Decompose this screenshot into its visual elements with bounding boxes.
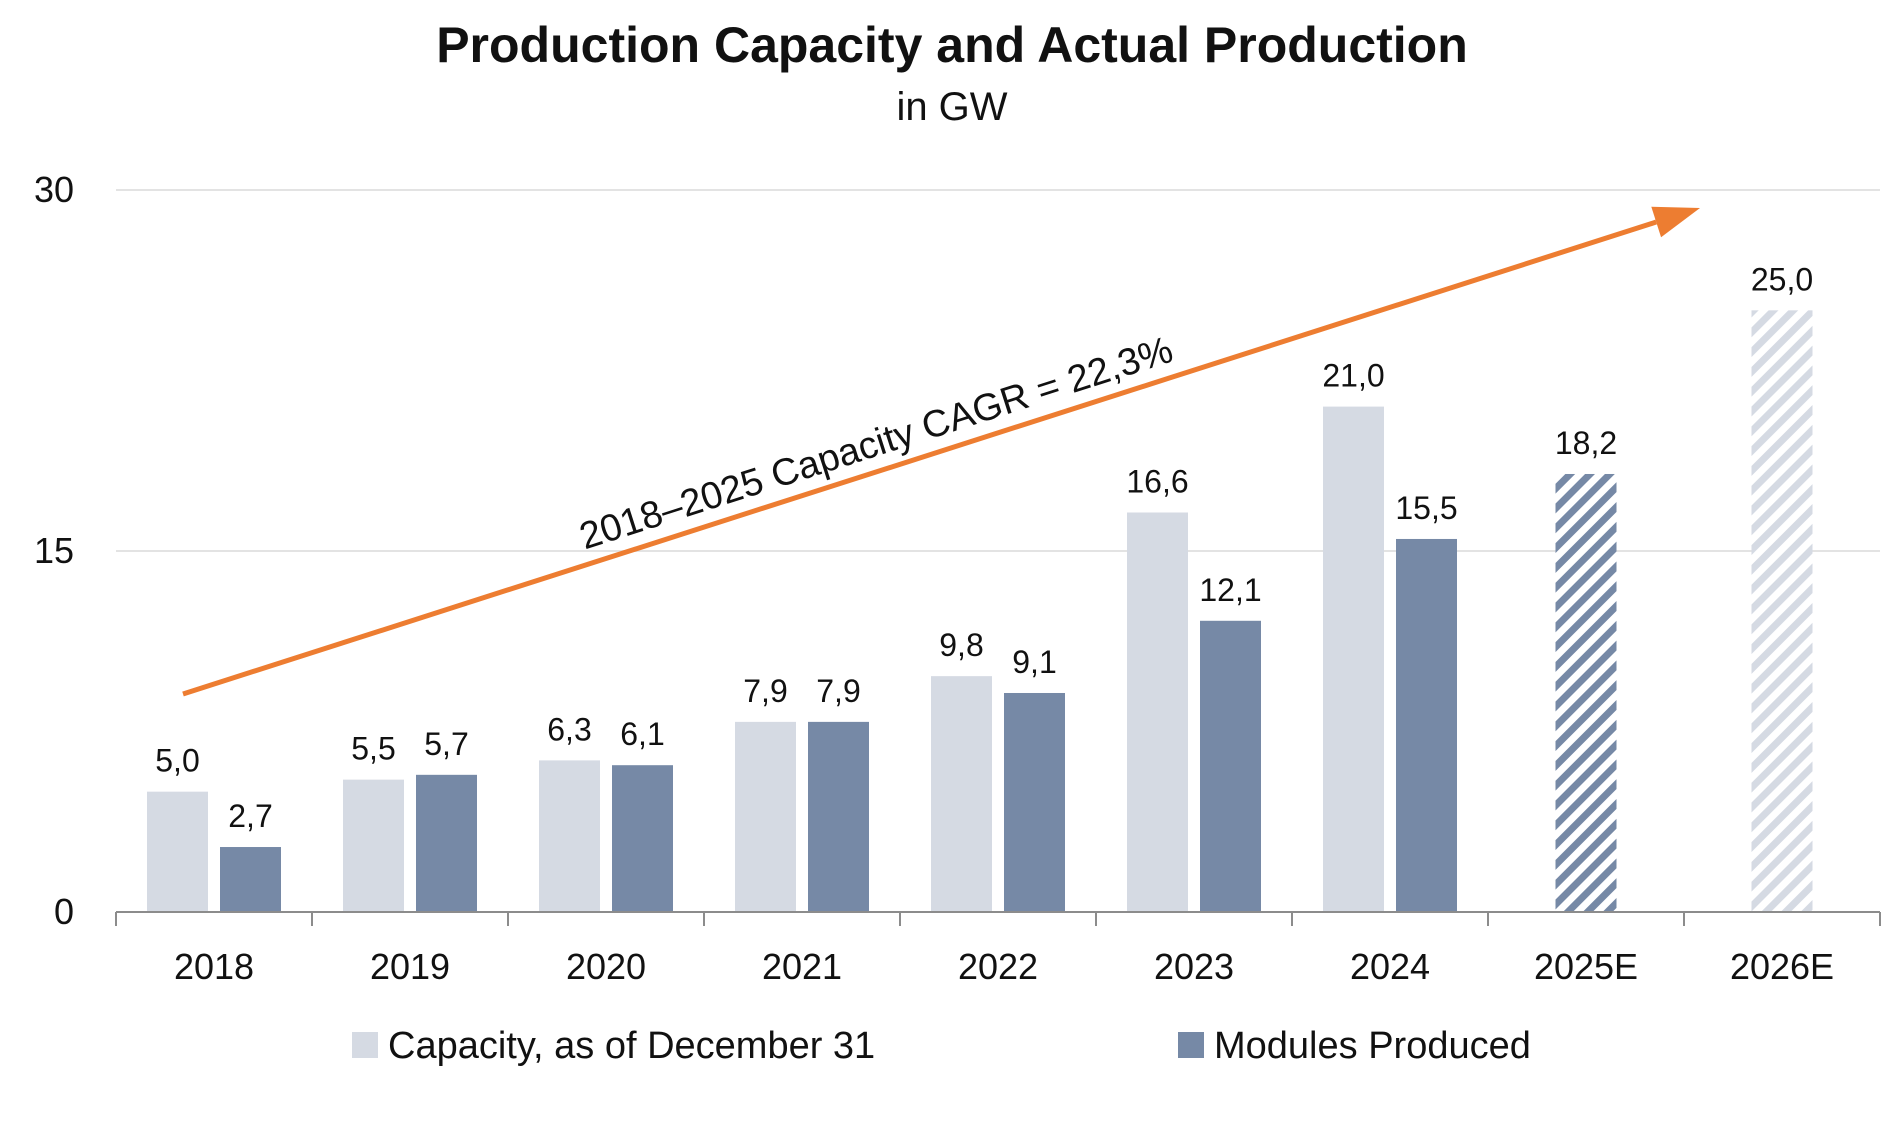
data-label: 7,9: [743, 673, 787, 709]
cagr-label: 2018–2025 Capacity CAGR = 22,3%: [575, 329, 1178, 558]
bar: [1127, 512, 1188, 912]
data-label: 2,7: [228, 798, 272, 834]
bar: [735, 721, 796, 912]
data-label: 15,5: [1395, 490, 1457, 526]
data-label: 25,0: [1751, 261, 1813, 297]
data-label: 5,5: [351, 731, 395, 767]
data-label: 5,7: [424, 726, 468, 762]
y-axis: 0 15 30: [34, 169, 74, 932]
legend-label: Capacity, as of December 31: [388, 1025, 875, 1067]
chart-subtitle: in GW: [896, 85, 1007, 129]
bar: [220, 847, 281, 912]
x-tick-label: 2018: [174, 946, 254, 987]
x-tick-label: 2019: [370, 946, 450, 987]
data-label: 6,1: [620, 716, 664, 752]
legend-swatch: [1178, 1032, 1204, 1058]
bar: [1004, 692, 1065, 912]
x-axis: 2018 2019 2020 2021 2022 2023 2024 2025E 2026E: [115, 911, 1881, 987]
bar: [1200, 620, 1261, 912]
legend: Capacity, as of December 31 Modules Produ…: [352, 1025, 1531, 1067]
data-label: 5,0: [155, 743, 199, 779]
bar: [1396, 538, 1457, 912]
x-tick-label: 2022: [958, 946, 1038, 987]
bar: [1323, 406, 1384, 912]
data-label: 9,8: [939, 627, 983, 663]
cagr-arrow-line: [182, 219, 1657, 697]
x-tick-label: 2024: [1350, 946, 1430, 987]
bar: [539, 760, 600, 912]
bar: [1751, 310, 1813, 912]
x-tick-label: 2020: [566, 946, 646, 987]
data-label: 16,6: [1126, 463, 1188, 499]
x-tick-label: 2021: [762, 946, 842, 987]
bar: [343, 779, 404, 912]
chart-title: Production Capacity and Actual Productio…: [436, 17, 1468, 73]
bar: [1555, 473, 1617, 912]
data-label: 21,0: [1322, 358, 1384, 394]
cagr-annotation: 2018–2025 Capacity CAGR = 22,3%: [182, 206, 1700, 697]
y-tick-label: 0: [54, 891, 74, 932]
data-label: 6,3: [547, 711, 591, 747]
data-label: 7,9: [816, 673, 860, 709]
legend-swatch: [352, 1032, 378, 1058]
x-tick-label: 2023: [1154, 946, 1234, 987]
data-label: 18,2: [1555, 425, 1617, 461]
bar: [416, 774, 477, 912]
bars: [147, 310, 1813, 912]
legend-label: Modules Produced: [1214, 1025, 1531, 1067]
x-tick-label: 2025E: [1534, 946, 1638, 987]
value-labels: 5,0 2,7 5,5 5,7 6,3 6,1 7,9 7,9 9,8 9,1 16,6 12,1 21…: [155, 261, 1813, 834]
bar: [612, 765, 673, 912]
data-label: 12,1: [1199, 572, 1261, 608]
x-tick-label: 2026E: [1730, 946, 1834, 987]
cagr-arrow-head: [1651, 206, 1700, 238]
data-label: 9,1: [1012, 644, 1056, 680]
bar: [931, 676, 992, 912]
y-tick-label: 30: [34, 169, 74, 210]
bar: [808, 721, 869, 912]
y-tick-label: 15: [34, 530, 74, 571]
bar: [147, 791, 208, 912]
